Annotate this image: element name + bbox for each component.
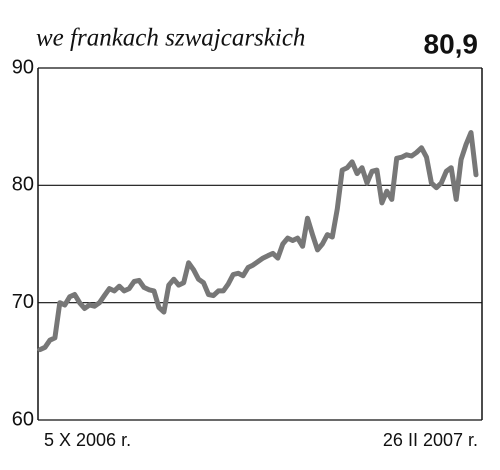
headline-value: 80,9 — [424, 28, 479, 59]
y-tick-label: 90 — [12, 56, 34, 78]
y-tick-label: 80 — [12, 174, 34, 196]
y-tick-label: 70 — [12, 291, 34, 313]
x-tick-label: 5 X 2006 r. — [44, 430, 131, 450]
y-tick-label: 60 — [12, 408, 34, 430]
x-tick-label: 26 II 2007 r. — [383, 430, 478, 450]
chart-title: we frankach szwajcarskich — [36, 25, 305, 52]
data-line — [37, 130, 479, 353]
